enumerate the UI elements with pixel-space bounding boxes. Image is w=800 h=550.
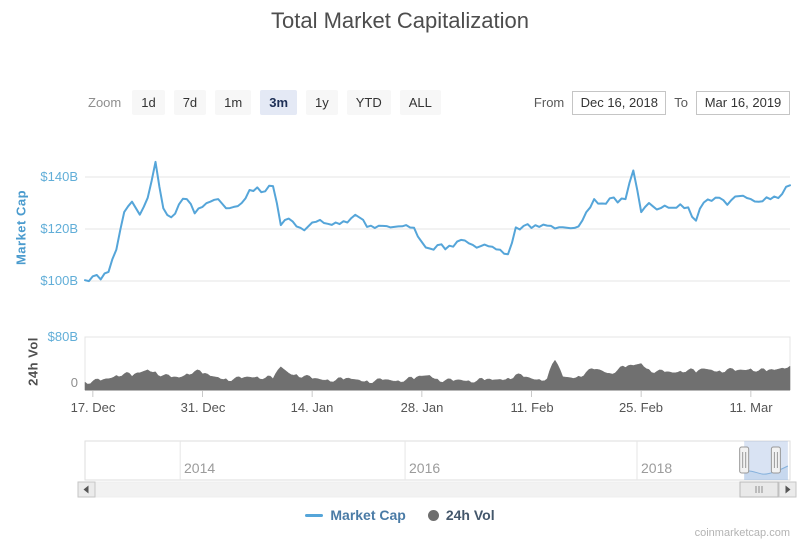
- legend-item-24h-vol[interactable]: 24h Vol: [427, 507, 495, 523]
- yaxis-tick-80b: $80B: [47, 329, 78, 344]
- navigator-year-2018: 2018: [641, 460, 673, 476]
- legend-marker-market-cap: [305, 513, 324, 517]
- xaxis-tick-25feb: 25. Feb: [618, 400, 664, 415]
- yaxis-tick-140b: $140B: [40, 169, 78, 184]
- navigator-right-handle[interactable]: [770, 446, 781, 474]
- xaxis-tick-28jan: 28. Jan: [400, 400, 444, 415]
- yaxis-tick-0: 0: [70, 375, 78, 390]
- to-date-input[interactable]: [696, 90, 790, 115]
- range-selector-toolbar: Zoom 1d 7d 1m 3m 1y YTD ALL From To: [88, 90, 790, 115]
- from-label: From: [533, 95, 565, 110]
- navigator-year-2016: 2016: [409, 460, 441, 476]
- range-button-1y[interactable]: 1y: [306, 90, 338, 115]
- legend: Market Cap 24h Vol: [0, 507, 800, 523]
- navigator-selected-range[interactable]: [744, 441, 788, 480]
- from-date-input[interactable]: [572, 90, 667, 115]
- navigator-left-handle[interactable]: [739, 446, 750, 474]
- xaxis-tick-14jan: 14. Jan: [290, 400, 334, 415]
- range-button-1d[interactable]: 1d: [132, 90, 165, 115]
- xaxis-tick-11feb: 11. Feb: [510, 400, 554, 415]
- xaxis-tick-31dec: 31. Dec: [180, 400, 226, 415]
- range-button-7d[interactable]: 7d: [173, 90, 207, 115]
- yaxis-tick-120b: $120B: [40, 221, 78, 236]
- xaxis-tick-11mar: 11. Mar: [729, 400, 773, 415]
- range-button-ytd[interactable]: YTD: [346, 90, 391, 115]
- legend-item-market-cap[interactable]: Market Cap: [305, 507, 406, 523]
- range-button-all[interactable]: ALL: [399, 90, 441, 115]
- volume-area-series[interactable]: [84, 359, 791, 391]
- zoom-label: Zoom: [88, 95, 122, 110]
- navigator-year-2014: 2014: [184, 460, 216, 476]
- to-label: To: [674, 95, 688, 110]
- range-button-3m[interactable]: 3m: [260, 90, 298, 115]
- legend-label-24h-vol: 24h Vol: [445, 507, 495, 523]
- yaxis-tick-100b: $100B: [40, 273, 78, 288]
- yaxis-title-24h-vol: 24h Vol: [25, 337, 41, 386]
- legend-label-market-cap: Market Cap: [330, 507, 406, 523]
- xaxis-tick-17dec: 17. Dec: [70, 400, 116, 415]
- date-range-group: From To: [533, 90, 790, 115]
- range-button-1m[interactable]: 1m: [215, 90, 252, 115]
- scrollbar-left-arrow-icon: [83, 485, 89, 494]
- yaxis-title-market-cap: Market Cap: [13, 189, 29, 266]
- market-cap-line-series[interactable]: [84, 160, 791, 283]
- page-title: Total Market Capitalization: [270, 8, 529, 33]
- legend-marker-24h-vol: [427, 509, 439, 521]
- scrollbar-track[interactable]: [94, 481, 780, 498]
- navigator-series-fill: [744, 466, 788, 480]
- navigator-box: [84, 440, 791, 481]
- scrollbar-right-arrow-icon: [785, 485, 791, 494]
- zoom-button-group: Zoom 1d 7d 1m 3m 1y YTD ALL: [88, 90, 441, 115]
- credits-link[interactable]: coinmarketcap.com: [694, 527, 790, 539]
